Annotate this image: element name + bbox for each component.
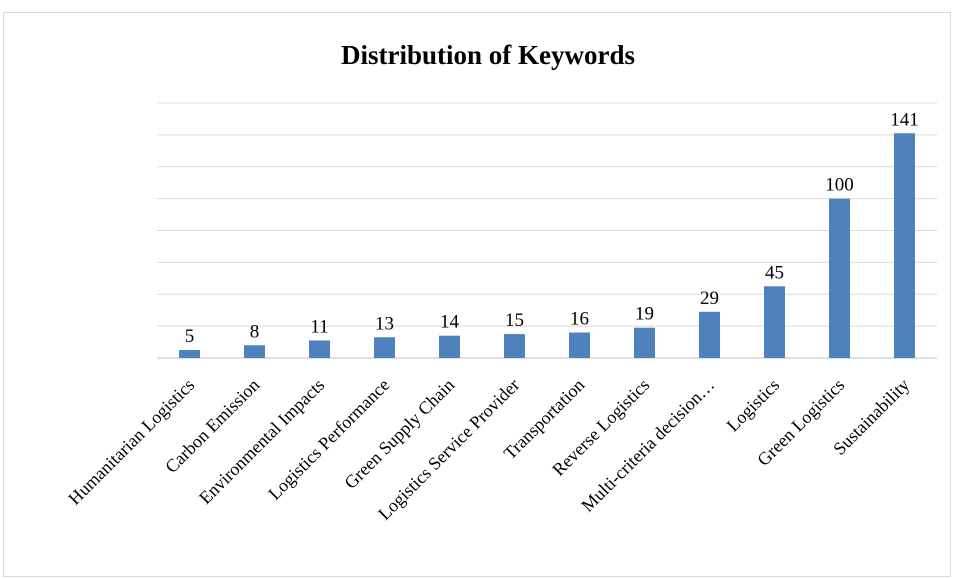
data-label: 14 (440, 312, 460, 333)
data-label: 8 (250, 321, 260, 342)
category-label: Multi-criteria decision… (577, 375, 718, 516)
data-label: 29 (700, 288, 719, 309)
data-labels: 5 8 11 13 14 15 16 19 29 45 100 141 (185, 109, 919, 347)
bar (374, 337, 395, 358)
bar (439, 335, 460, 358)
data-label: 13 (375, 313, 394, 334)
bar (504, 334, 525, 358)
bar (699, 311, 720, 358)
data-label: 5 (185, 326, 195, 347)
gridlines (157, 102, 937, 359)
data-label: 11 (310, 316, 328, 337)
bar (569, 332, 590, 358)
chart-title: Distribution of Keywords (340, 40, 635, 70)
data-label: 16 (570, 309, 589, 330)
category-label: Humanitarian Logistics (64, 375, 198, 509)
bar (244, 345, 265, 358)
category-label: Green Supply Chain (340, 375, 458, 493)
category-label: Logistics (723, 375, 784, 436)
bar (309, 340, 330, 358)
category-label: Environmental Impacts (195, 375, 328, 508)
category-label: Logistics Performance (264, 375, 393, 504)
data-label: 100 (825, 175, 854, 196)
data-label: 19 (635, 304, 654, 325)
data-label: 45 (765, 262, 784, 283)
data-label: 15 (505, 310, 524, 331)
bar (894, 133, 915, 358)
bar (764, 286, 785, 358)
bar (179, 350, 200, 358)
bars (179, 133, 915, 358)
data-label: 141 (890, 109, 919, 130)
bar (634, 327, 655, 358)
bar (829, 198, 850, 358)
